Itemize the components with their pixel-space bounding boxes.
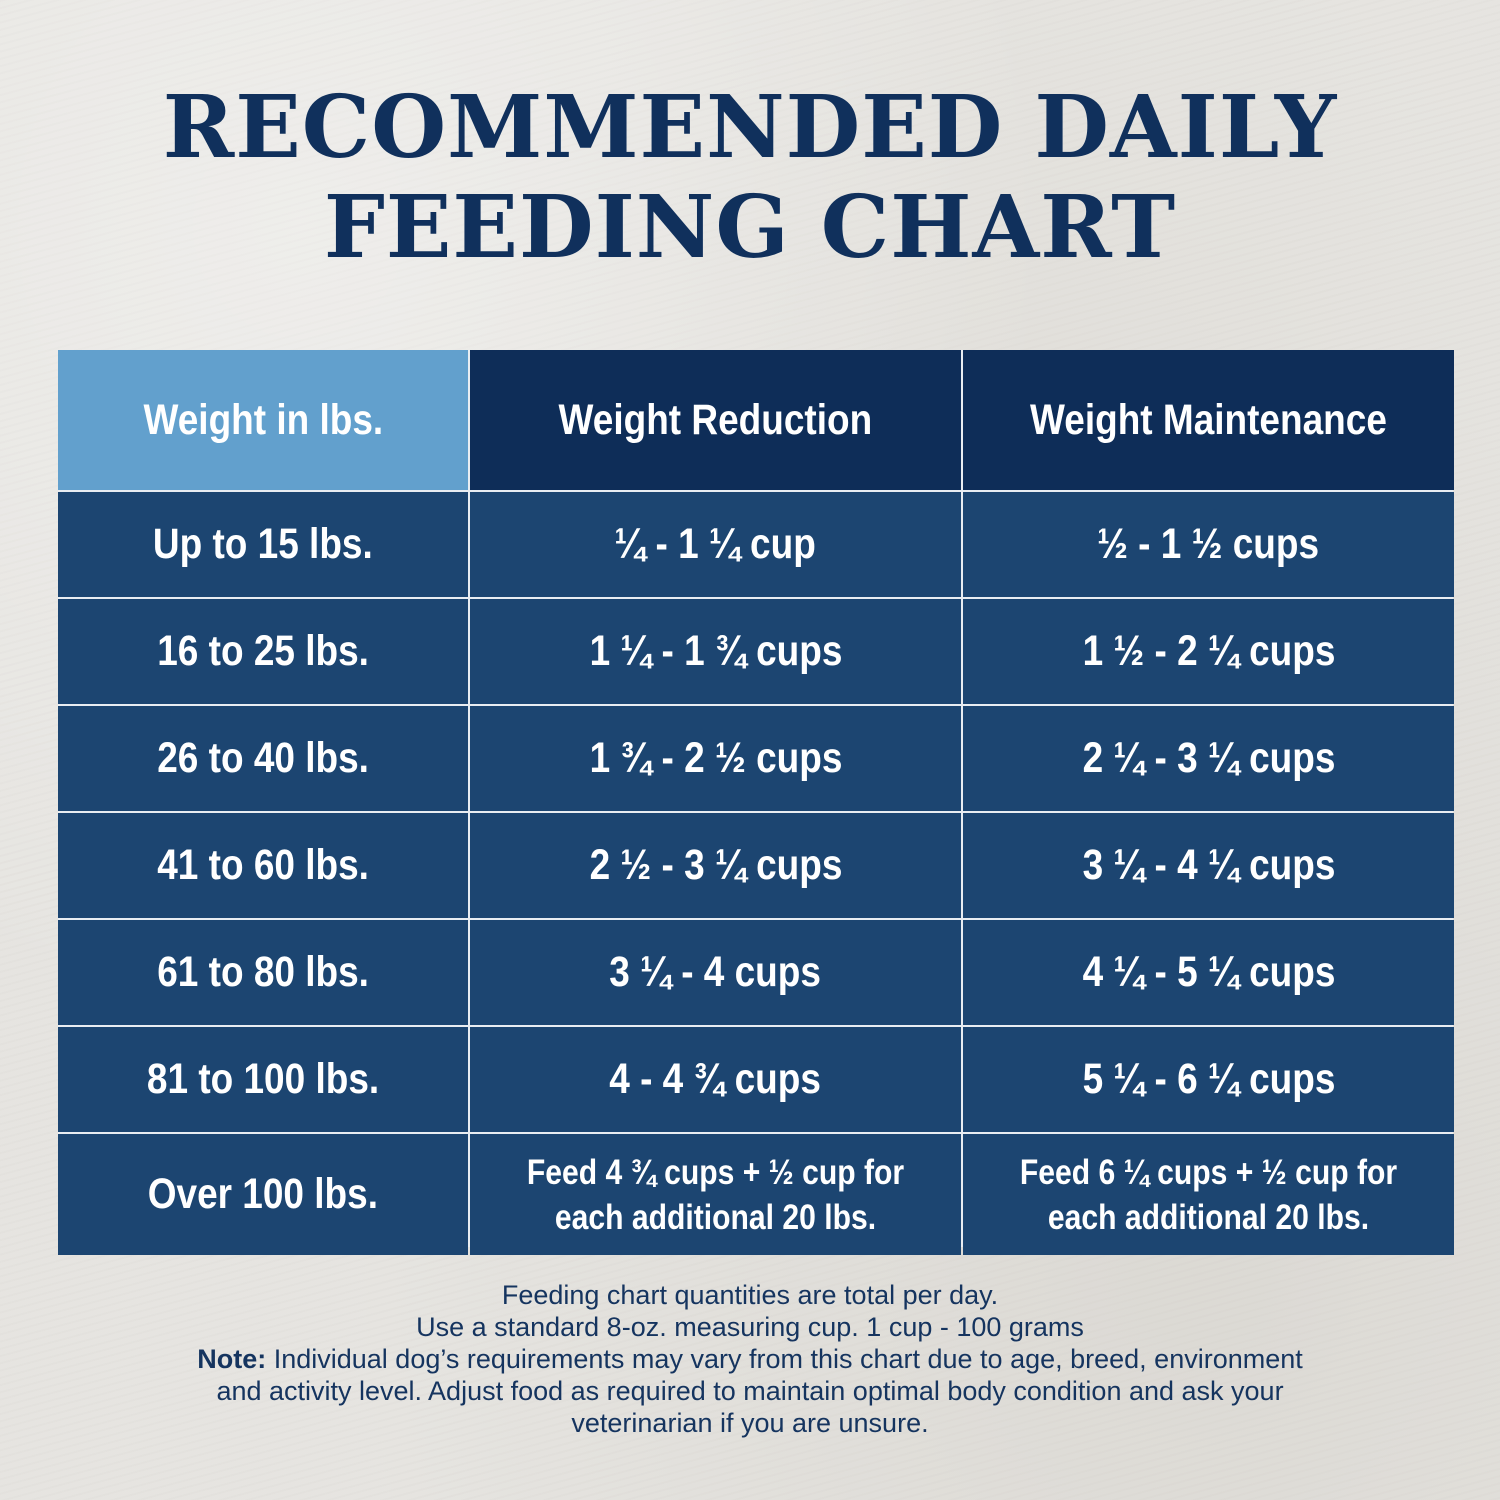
title-line-1: RECOMMENDED DAILY — [162, 77, 1338, 178]
header-weight: Weight in lbs. — [143, 395, 383, 444]
feeding-chart-table: Weight in lbs. Weight Reduction Weight Mai… — [58, 350, 1454, 1255]
weight-cell-text: 61 to 80 lbs. — [157, 948, 369, 996]
table-row-6-reduction-cell: 4 - 4 ¾ cups — [470, 1027, 961, 1132]
maintenance-cell-text: Feed 6 ¼ cups + ½ cup for each additiona… — [1019, 1152, 1398, 1237]
weight-cell-text: 16 to 25 lbs. — [157, 627, 369, 675]
table-row-4-weight-cell: 41 to 60 lbs. — [58, 813, 468, 918]
table-row-7-reduction-cell: Feed 4 ¾ cups + ½ cup for each additiona… — [470, 1134, 961, 1255]
reduction-cell-text: Feed 4 ¾ cups + ½ cup for each additiona… — [526, 1152, 905, 1237]
reduction-cell-text: 1 ¼ - 1 ¾ cups — [589, 627, 842, 675]
header-weight-maintenance-cell: Weight Maintenance — [963, 350, 1454, 490]
reduction-cell-text: 4 - 4 ¾ cups — [609, 1055, 822, 1103]
maintenance-cell-text: 5 ¼ - 6 ¼ cups — [1082, 1055, 1335, 1103]
table-row-7-maintenance-cell: Feed 6 ¼ cups + ½ cup for each additiona… — [963, 1134, 1454, 1255]
header-weight-cell: Weight in lbs. — [58, 350, 468, 490]
table-row-4-reduction-cell: 2 ½ - 3 ¼ cups — [470, 813, 961, 918]
header-weight-reduction: Weight Reduction — [558, 395, 873, 444]
weight-cell-text: 81 to 100 lbs. — [146, 1055, 380, 1103]
maintenance-cell-text: 4 ¼ - 5 ¼ cups — [1082, 948, 1335, 996]
weight-cell-text: Over 100 lbs. — [147, 1170, 379, 1218]
weight-cell-text: Up to 15 lbs. — [153, 520, 373, 568]
maintenance-cell-text: ½ - 1 ½ cups — [1097, 520, 1320, 568]
page-title: RECOMMENDED DAILY FEEDING CHART — [0, 78, 1500, 278]
table-row-3-maintenance-cell: 2 ¼ - 3 ¼ cups — [963, 706, 1454, 811]
table-row-6-weight-cell: 81 to 100 lbs. — [58, 1027, 468, 1132]
maintenance-cell-text: 2 ¼ - 3 ¼ cups — [1082, 734, 1335, 782]
table-row-1-maintenance-cell: ½ - 1 ½ cups — [963, 492, 1454, 597]
reduction-cell-text: 3 ¼ - 4 cups — [609, 948, 822, 996]
header-weight-maintenance: Weight Maintenance — [1030, 395, 1387, 444]
table-row-5-maintenance-cell: 4 ¼ - 5 ¼ cups — [963, 920, 1454, 1025]
table-row-2-weight-cell: 16 to 25 lbs. — [58, 599, 468, 704]
footnote-total-per-day: Feeding chart quantities are total per d… — [501, 1280, 999, 1310]
footnote-note: Note: Individual dog’s requirements may … — [185, 1343, 1315, 1439]
table-row-5-reduction-cell: 3 ¼ - 4 cups — [470, 920, 961, 1025]
table-row-3-weight-cell: 26 to 40 lbs. — [58, 706, 468, 811]
table-row-7-weight-cell: Over 100 lbs. — [58, 1134, 468, 1255]
table-row-1-reduction-cell: ¼ - 1 ¼ cup — [470, 492, 961, 597]
maintenance-cell-text: 1 ½ - 2 ¼ cups — [1082, 627, 1335, 675]
reduction-cell-text: 1 ¾ - 2 ½ cups — [589, 734, 842, 782]
header-weight-reduction-cell: Weight Reduction — [470, 350, 961, 490]
table-row-2-reduction-cell: 1 ¼ - 1 ¾ cups — [470, 599, 961, 704]
reduction-cell-text: 2 ½ - 3 ¼ cups — [589, 841, 842, 889]
table-row-5-weight-cell: 61 to 80 lbs. — [58, 920, 468, 1025]
note-label: Note: — [197, 1344, 267, 1374]
table-row-4-maintenance-cell: 3 ¼ - 4 ¼ cups — [963, 813, 1454, 918]
weight-cell-text: 26 to 40 lbs. — [157, 734, 369, 782]
table-row-6-maintenance-cell: 5 ¼ - 6 ¼ cups — [963, 1027, 1454, 1132]
table-row-2-maintenance-cell: 1 ½ - 2 ¼ cups — [963, 599, 1454, 704]
reduction-cell-text: ¼ - 1 ¼ cup — [614, 520, 817, 568]
title-line-2: FEEDING CHART — [323, 177, 1177, 278]
table-row-1-weight-cell: Up to 15 lbs. — [58, 492, 468, 597]
note-text: Individual dog’s requirements may vary f… — [216, 1344, 1303, 1438]
table-row-3-reduction-cell: 1 ¾ - 2 ½ cups — [470, 706, 961, 811]
footnotes: Feeding chart quantities are total per d… — [0, 1279, 1500, 1439]
maintenance-cell-text: 3 ¼ - 4 ¼ cups — [1082, 841, 1335, 889]
footnote-measuring-cup: Use a standard 8-oz. measuring cup. 1 cu… — [416, 1312, 1084, 1342]
weight-cell-text: 41 to 60 lbs. — [157, 841, 369, 889]
